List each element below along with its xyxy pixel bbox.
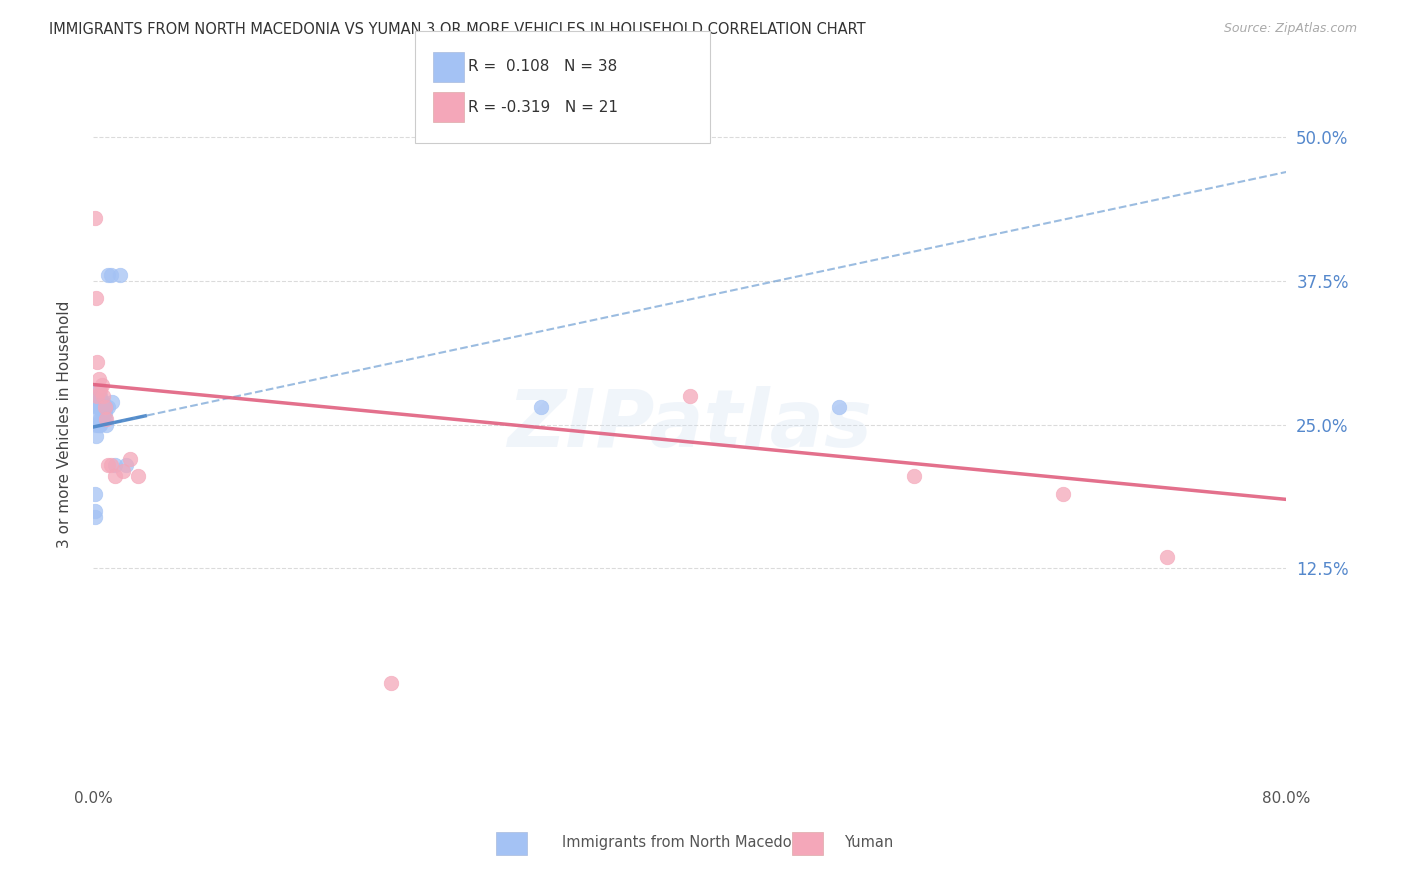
Point xyxy=(114,458,136,472)
Point xyxy=(84,429,107,443)
Point xyxy=(529,401,551,415)
Point xyxy=(93,389,115,403)
Point xyxy=(94,401,117,415)
Point xyxy=(87,372,110,386)
Point xyxy=(104,458,127,472)
Point xyxy=(104,469,127,483)
Point xyxy=(1052,486,1074,500)
Point xyxy=(86,394,108,409)
Text: R =  0.108   N = 38: R = 0.108 N = 38 xyxy=(468,60,617,74)
Point xyxy=(89,389,111,403)
Point xyxy=(87,383,110,397)
Point xyxy=(87,389,110,403)
Point xyxy=(89,394,111,409)
Point xyxy=(111,464,134,478)
Point xyxy=(100,268,122,283)
Point xyxy=(97,458,120,472)
Point xyxy=(83,504,105,518)
Point xyxy=(96,417,118,432)
Point xyxy=(100,458,122,472)
Point xyxy=(86,406,108,420)
Point xyxy=(94,401,117,415)
Point xyxy=(83,509,105,524)
Point xyxy=(828,401,851,415)
Point xyxy=(84,291,107,305)
Point xyxy=(96,412,118,426)
Text: ZIPatlas: ZIPatlas xyxy=(508,385,872,464)
Point xyxy=(1156,549,1178,564)
Point xyxy=(86,354,108,368)
Point xyxy=(89,412,111,426)
Point xyxy=(86,389,108,403)
Point xyxy=(127,469,149,483)
Point xyxy=(903,469,925,483)
Point xyxy=(93,394,115,409)
Point xyxy=(96,401,118,415)
Point xyxy=(97,401,120,415)
Point xyxy=(120,452,142,467)
Point xyxy=(94,412,117,426)
Point xyxy=(83,211,105,225)
Point xyxy=(108,268,131,283)
Point xyxy=(91,401,114,415)
Y-axis label: 3 or more Vehicles in Household: 3 or more Vehicles in Household xyxy=(58,301,72,549)
Point xyxy=(94,406,117,420)
Text: IMMIGRANTS FROM NORTH MACEDONIA VS YUMAN 3 OR MORE VEHICLES IN HOUSEHOLD CORRELA: IMMIGRANTS FROM NORTH MACEDONIA VS YUMAN… xyxy=(49,22,866,37)
Point xyxy=(93,406,115,420)
Point xyxy=(84,417,107,432)
Point xyxy=(91,412,114,426)
Text: Yuman: Yuman xyxy=(844,836,893,850)
Point xyxy=(679,389,702,403)
Point xyxy=(380,676,402,690)
Point xyxy=(97,268,120,283)
Text: Immigrants from North Macedonia: Immigrants from North Macedonia xyxy=(562,836,814,850)
Point xyxy=(89,383,111,397)
Text: R = -0.319   N = 21: R = -0.319 N = 21 xyxy=(468,100,619,114)
Point xyxy=(89,417,111,432)
Point xyxy=(87,401,110,415)
Point xyxy=(91,377,114,392)
Point xyxy=(83,486,105,500)
Point xyxy=(87,417,110,432)
Point xyxy=(84,394,107,409)
Point xyxy=(93,401,115,415)
Point xyxy=(101,394,124,409)
Text: Source: ZipAtlas.com: Source: ZipAtlas.com xyxy=(1223,22,1357,36)
Point xyxy=(89,401,111,415)
Point xyxy=(86,401,108,415)
Point xyxy=(91,394,114,409)
